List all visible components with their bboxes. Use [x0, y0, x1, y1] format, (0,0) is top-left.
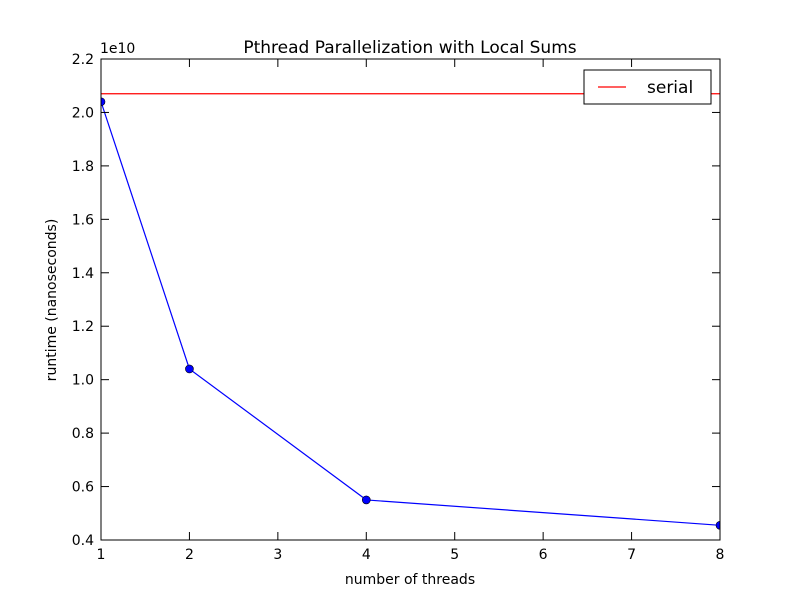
y-tick-label: 2.2 [72, 52, 94, 68]
data-point [361, 495, 371, 505]
x-tick-label: 8 [716, 547, 725, 563]
y-tick-label: 0.6 [72, 480, 94, 496]
x-tick-label: 3 [273, 547, 282, 563]
y-axis-label: runtime (nanoseconds) [44, 219, 60, 382]
series-line [101, 101, 720, 526]
x-tick-label: 6 [539, 547, 548, 563]
data-point [185, 364, 194, 374]
y-tick-label: 0.4 [72, 533, 94, 549]
y-tick-label: 1.2 [72, 319, 94, 335]
legend-label: serial [647, 78, 693, 98]
y-tick-label: 1.4 [72, 266, 94, 282]
x-tick-label: 1 [97, 547, 106, 563]
y-tick-label: 1.6 [72, 212, 94, 228]
plot-area: 1 2 3 4 5 6 7 8 0.4 0.6 0.8 1.0 1.2 1.4 1.6 1.8 2.0 2.2 [72, 52, 725, 563]
axes-frame [100, 58, 721, 541]
y-tick-label: 1.8 [72, 159, 94, 175]
y-offset-label: 1e10 [100, 41, 135, 57]
y-tick-label: 2.0 [72, 105, 94, 121]
x-tick-label: 5 [450, 547, 459, 563]
x-tick-label: 2 [185, 547, 194, 563]
y-tick-label: 1.0 [72, 373, 94, 389]
data-point [715, 521, 720, 530]
x-tick-label: 4 [362, 547, 371, 563]
y-tick-label: 0.8 [72, 426, 94, 442]
legend: serial [583, 69, 712, 105]
x-axis-label: number of threads [345, 572, 475, 588]
x-tick-label: 7 [627, 547, 636, 563]
data-point [101, 97, 106, 107]
chart-title: Pthread Parallelization with Local Sums [243, 38, 576, 58]
